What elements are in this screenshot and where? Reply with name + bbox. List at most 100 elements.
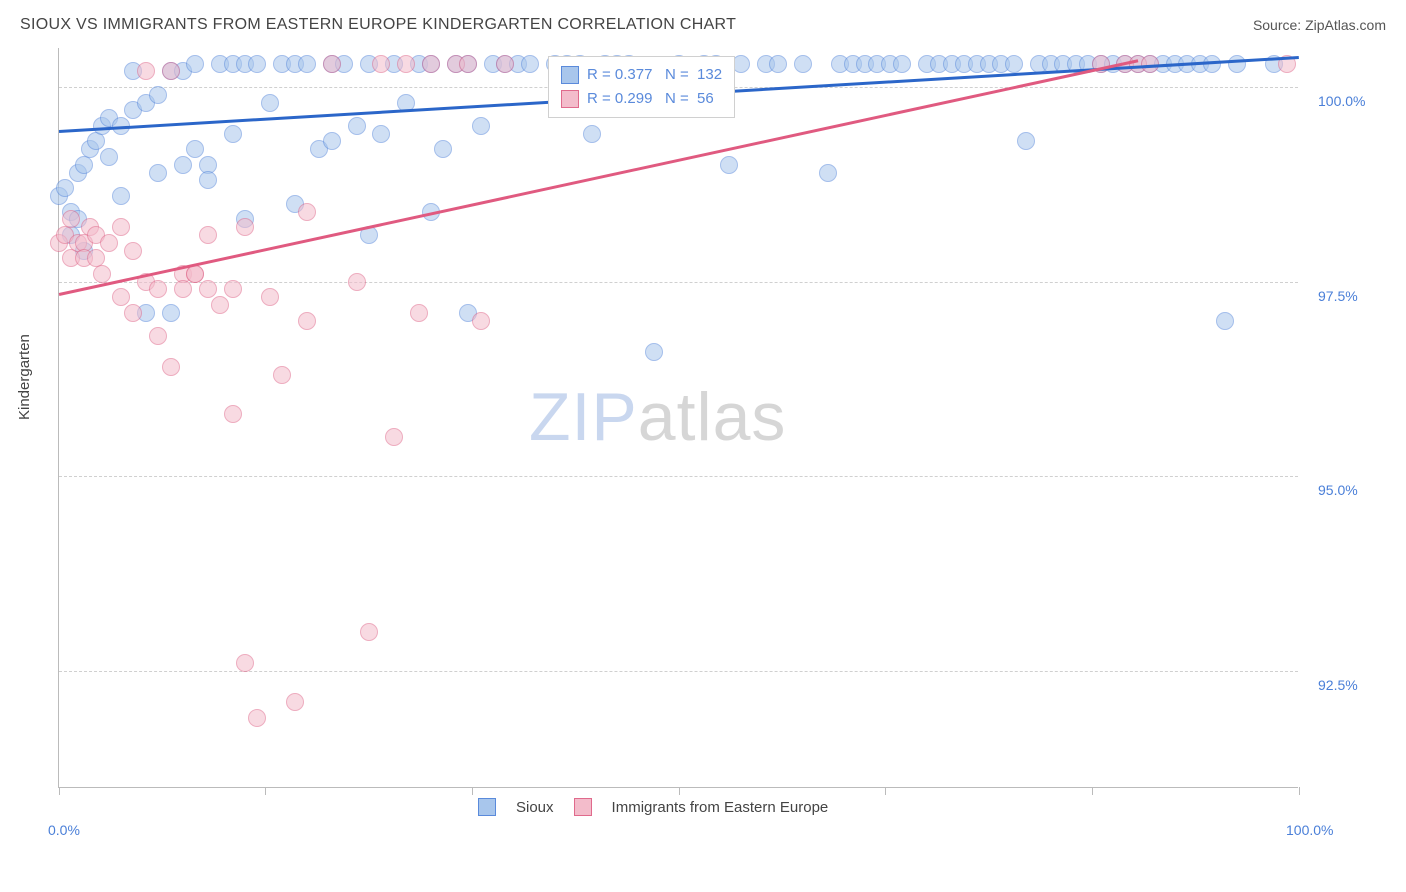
y-axis-label: Kindergarten bbox=[16, 334, 33, 420]
legend-stats: R = 0.377 N = 132 bbox=[587, 63, 722, 87]
scatter-point bbox=[174, 156, 192, 174]
legend-stats: R = 0.299 N = 56 bbox=[587, 87, 714, 111]
scatter-point bbox=[273, 366, 291, 384]
scatter-point bbox=[162, 304, 180, 322]
scatter-point bbox=[149, 280, 167, 298]
scatter-point bbox=[112, 187, 130, 205]
scatter-point bbox=[323, 55, 341, 73]
scatter-point bbox=[1216, 312, 1234, 330]
scatter-point bbox=[224, 280, 242, 298]
scatter-point bbox=[87, 132, 105, 150]
series-legend: Sioux Immigrants from Eastern Europe bbox=[478, 798, 828, 816]
scatter-point bbox=[372, 55, 390, 73]
scatter-point bbox=[124, 242, 142, 260]
scatter-point bbox=[124, 304, 142, 322]
scatter-point bbox=[186, 55, 204, 73]
legend-label: Immigrants from Eastern Europe bbox=[612, 799, 829, 816]
scatter-point bbox=[434, 140, 452, 158]
y-tick-label: 95.0% bbox=[1318, 482, 1358, 498]
x-tick bbox=[1299, 787, 1300, 795]
scatter-point bbox=[248, 55, 266, 73]
scatter-point bbox=[75, 156, 93, 174]
scatter-point bbox=[236, 654, 254, 672]
y-tick-label: 92.5% bbox=[1318, 677, 1358, 693]
scatter-point bbox=[360, 623, 378, 641]
scatter-point bbox=[521, 55, 539, 73]
legend-label: Sioux bbox=[516, 799, 554, 816]
scatter-point bbox=[819, 164, 837, 182]
x-tick-label: 100.0% bbox=[1286, 822, 1333, 838]
x-tick bbox=[265, 787, 266, 795]
scatter-point bbox=[248, 709, 266, 727]
scatter-point bbox=[769, 55, 787, 73]
scatter-point bbox=[348, 117, 366, 135]
legend-swatch bbox=[561, 90, 579, 108]
scatter-point bbox=[224, 405, 242, 423]
scatter-point bbox=[137, 62, 155, 80]
scatter-point bbox=[794, 55, 812, 73]
scatter-point bbox=[162, 358, 180, 376]
x-tick-label: 0.0% bbox=[48, 822, 80, 838]
scatter-point bbox=[286, 693, 304, 711]
scatter-point bbox=[645, 343, 663, 361]
watermark-zip: ZIP bbox=[529, 379, 638, 455]
chart-area: ZIPatlas bbox=[58, 48, 1298, 788]
scatter-point bbox=[162, 62, 180, 80]
scatter-point bbox=[261, 94, 279, 112]
scatter-point bbox=[459, 55, 477, 73]
scatter-point bbox=[100, 234, 118, 252]
scatter-point bbox=[112, 218, 130, 236]
scatter-point bbox=[199, 226, 217, 244]
x-tick bbox=[885, 787, 886, 795]
legend-swatch bbox=[478, 798, 496, 816]
scatter-point bbox=[893, 55, 911, 73]
scatter-point bbox=[348, 273, 366, 291]
x-tick bbox=[679, 787, 680, 795]
scatter-point bbox=[1017, 132, 1035, 150]
scatter-point bbox=[472, 117, 490, 135]
scatter-point bbox=[397, 55, 415, 73]
scatter-point bbox=[496, 55, 514, 73]
correlation-legend: R = 0.377 N = 132R = 0.299 N = 56 bbox=[548, 56, 735, 118]
scatter-point bbox=[199, 280, 217, 298]
scatter-point bbox=[298, 203, 316, 221]
scatter-point bbox=[1228, 55, 1246, 73]
y-tick-label: 97.5% bbox=[1318, 288, 1358, 304]
scatter-point bbox=[236, 218, 254, 236]
scatter-point bbox=[149, 86, 167, 104]
scatter-point bbox=[1005, 55, 1023, 73]
scatter-point bbox=[211, 296, 229, 314]
watermark-atlas: atlas bbox=[638, 379, 787, 455]
scatter-point bbox=[199, 171, 217, 189]
scatter-point bbox=[62, 210, 80, 228]
scatter-point bbox=[174, 280, 192, 298]
scatter-point bbox=[372, 125, 390, 143]
chart-title: SIOUX VS IMMIGRANTS FROM EASTERN EUROPE … bbox=[20, 16, 736, 34]
scatter-point bbox=[720, 156, 738, 174]
scatter-point bbox=[323, 132, 341, 150]
scatter-point bbox=[472, 312, 490, 330]
scatter-point bbox=[100, 148, 118, 166]
scatter-point bbox=[583, 125, 601, 143]
scatter-point bbox=[186, 140, 204, 158]
scatter-point bbox=[261, 288, 279, 306]
grid-line bbox=[59, 282, 1298, 283]
scatter-point bbox=[422, 55, 440, 73]
x-tick bbox=[59, 787, 60, 795]
scatter-point bbox=[186, 265, 204, 283]
scatter-point bbox=[56, 179, 74, 197]
scatter-point bbox=[149, 164, 167, 182]
scatter-point bbox=[298, 55, 316, 73]
scatter-point bbox=[410, 304, 428, 322]
x-tick bbox=[1092, 787, 1093, 795]
watermark: ZIPatlas bbox=[529, 378, 786, 456]
y-tick-label: 100.0% bbox=[1318, 93, 1365, 109]
source-label: Source: ZipAtlas.com bbox=[1253, 17, 1386, 33]
legend-row: R = 0.299 N = 56 bbox=[561, 87, 722, 111]
scatter-point bbox=[149, 327, 167, 345]
scatter-point bbox=[224, 125, 242, 143]
scatter-point bbox=[385, 428, 403, 446]
grid-line bbox=[59, 476, 1298, 477]
legend-swatch bbox=[574, 798, 592, 816]
scatter-point bbox=[112, 288, 130, 306]
